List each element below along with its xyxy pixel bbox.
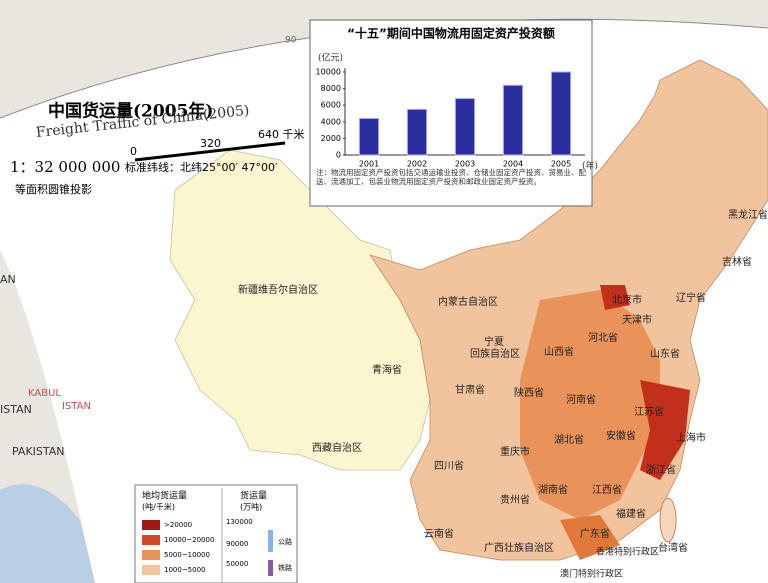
legend-swatch xyxy=(142,535,160,545)
sea xyxy=(0,484,95,583)
region-label: 回族自治区 xyxy=(470,347,520,360)
region-label: 山东省 xyxy=(650,347,680,360)
scale-tick: 320 xyxy=(200,137,221,150)
inset-title: “十五”期间中国物流用固定资产投资额 xyxy=(347,26,555,41)
y-tick-label: 10000 xyxy=(316,68,341,77)
legend-swatch xyxy=(142,550,160,560)
region-label: 陕西省 xyxy=(514,386,544,399)
legend-unit: (吨/千米) xyxy=(142,502,175,512)
region-label: 云南省 xyxy=(424,527,454,540)
scale-tick: 0 xyxy=(130,145,137,158)
y-tick-label: 8000 xyxy=(321,84,341,93)
region-label: 江西省 xyxy=(592,483,622,496)
x-tick-label: 2003 xyxy=(455,160,475,169)
taiwan xyxy=(659,497,677,543)
y-unit: (亿元) xyxy=(318,52,343,64)
region-label: 香港特别行政区 xyxy=(596,546,659,558)
neighbor: PAKISTAN xyxy=(12,445,65,458)
inset-frame xyxy=(309,19,593,207)
legend-label: 50000 xyxy=(226,560,248,568)
legend-title: 地均货运量 xyxy=(142,490,187,502)
x-tick-label: 2002 xyxy=(407,160,427,169)
y-tick-label: 0 xyxy=(336,151,341,160)
region-label: 河北省 xyxy=(588,331,618,344)
scale-bar xyxy=(134,141,286,162)
legend-label: 90000 xyxy=(226,540,248,548)
region-label: 广东省 xyxy=(580,527,610,540)
legend-label: 130000 xyxy=(226,518,253,526)
region-label: 青海省 xyxy=(372,363,402,376)
legend-label: 10000~20000 xyxy=(164,536,214,544)
region-label: 黑龙江省 xyxy=(728,208,768,221)
region-label: 上海市 xyxy=(676,431,706,444)
title-cn: 中国货运量(2005年) xyxy=(48,101,213,122)
region-label: 北京市 xyxy=(612,293,642,306)
region-label: 湖北省 xyxy=(554,433,584,446)
inset-note: 注：物流用固定资产投资包括交通运输业投资、仓储业固定资产投资、贸易业、配送、流通… xyxy=(316,168,586,186)
legend-unit: (万吨) xyxy=(240,502,262,512)
region-label: 湖南省 xyxy=(538,483,568,496)
legend-swatch xyxy=(142,520,160,530)
legend-label: 公路 xyxy=(278,537,292,546)
grid-label: 90 xyxy=(285,36,297,46)
region-label: 西藏自治区 xyxy=(312,441,362,454)
region-label: 重庆市 xyxy=(500,445,530,458)
region-label: 内蒙古自治区 xyxy=(438,295,498,308)
legend-swatch xyxy=(142,565,160,575)
inset-note-box: 注：物流用固定资产投资包括交通运输业投资、仓储业固定资产投资、贸易业、配送、流通… xyxy=(316,168,586,186)
bar xyxy=(502,84,524,156)
legend-title: 货运量 xyxy=(240,490,267,502)
y-tick-label: 2000 xyxy=(321,134,341,143)
neighbor: ISTAN xyxy=(62,401,91,412)
x-tick-label: 2001 xyxy=(359,160,379,169)
region-label: 广西壮族自治区 xyxy=(484,541,554,554)
y-tick-label: 4000 xyxy=(321,117,341,126)
bar xyxy=(454,98,476,156)
neighbor: AN xyxy=(0,273,16,286)
region-label: 甘肃省 xyxy=(455,383,485,396)
y-tick-label: 6000 xyxy=(321,101,341,110)
region-label: 吉林省 xyxy=(722,255,752,268)
region-label: 江苏省 xyxy=(634,405,664,418)
top-density-region xyxy=(600,285,690,480)
region-label: 福建省 xyxy=(616,507,646,520)
neighbor: ISTAN xyxy=(0,403,32,416)
western-region xyxy=(169,149,431,471)
x-unit: (年) xyxy=(582,160,598,172)
region-label: 四川省 xyxy=(434,459,464,472)
legend-label: 1000~5000 xyxy=(164,566,206,574)
region-label: 浙江省 xyxy=(646,463,676,476)
region-label: 宁夏 xyxy=(484,335,504,348)
legend-swatch xyxy=(268,560,273,576)
scale-tick: 640 千米 xyxy=(258,128,305,141)
central-high-region xyxy=(520,290,660,520)
legend-label: 铁路 xyxy=(278,563,292,572)
region-labels: 新疆维吾尔自治区 内蒙古自治区 黑龙江省 吉林省 辽宁省 北京市 天津市 河北省… xyxy=(238,208,768,580)
region-label: 新疆维吾尔自治区 xyxy=(238,283,318,296)
legend-swatch xyxy=(268,530,273,552)
legend-label: 5000~10000 xyxy=(164,551,210,559)
guangdong-area xyxy=(560,515,620,560)
bar xyxy=(358,117,380,156)
bar xyxy=(406,108,428,156)
neighbor: KABUL xyxy=(28,388,61,399)
x-tick-label: 2005 xyxy=(551,160,571,169)
region-label: 天津市 xyxy=(622,313,652,326)
region-label: 辽宁省 xyxy=(676,291,706,304)
x-tick-label: 2004 xyxy=(503,160,523,169)
bar xyxy=(550,71,572,156)
region-label: 河南省 xyxy=(566,393,596,406)
legend-label: >20000 xyxy=(164,521,192,529)
region-label: 台湾省 xyxy=(658,541,688,554)
projection: 等面积圆锥投影 xyxy=(15,182,92,196)
region-label: 山西省 xyxy=(544,345,574,358)
region-label: 安徽省 xyxy=(606,429,636,442)
parallels: 标准纬线：北纬25°00′ 47°00′ xyxy=(125,160,278,174)
scale: 1：32 000 000 xyxy=(10,158,120,176)
region-label: 贵州省 xyxy=(500,493,530,506)
region-label: 澳门特别行政区 xyxy=(560,568,623,580)
